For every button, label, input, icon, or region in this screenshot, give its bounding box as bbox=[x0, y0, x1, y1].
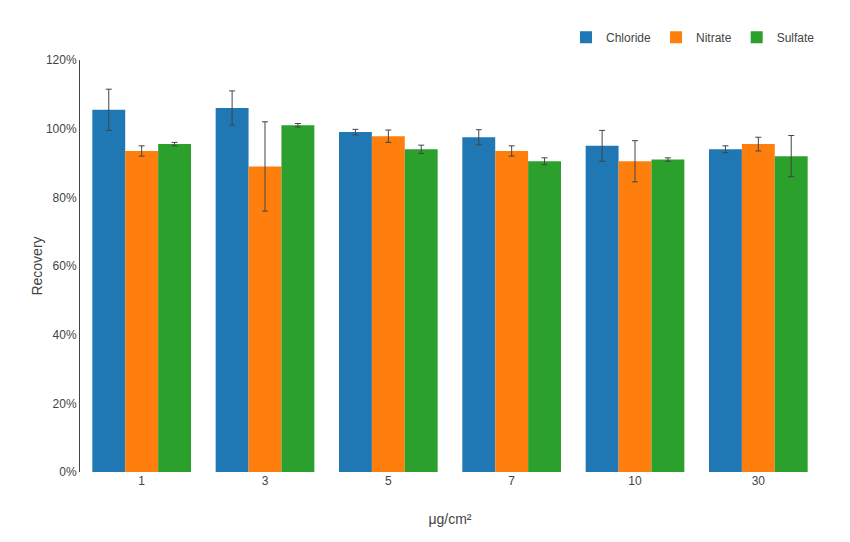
svg-text:0%: 0% bbox=[59, 465, 77, 479]
svg-text:5: 5 bbox=[385, 474, 392, 488]
svg-text:μg/cm²: μg/cm² bbox=[428, 511, 471, 527]
svg-text:20%: 20% bbox=[53, 397, 77, 411]
svg-text:Sulfate: Sulfate bbox=[777, 31, 815, 45]
svg-text:1: 1 bbox=[138, 474, 145, 488]
svg-text:30: 30 bbox=[752, 474, 766, 488]
svg-text:60%: 60% bbox=[53, 259, 77, 273]
svg-text:Chloride: Chloride bbox=[606, 31, 651, 45]
svg-text:Nitrate: Nitrate bbox=[696, 31, 732, 45]
svg-text:10: 10 bbox=[628, 474, 642, 488]
svg-text:40%: 40% bbox=[53, 328, 77, 342]
svg-text:7: 7 bbox=[508, 474, 515, 488]
svg-text:3: 3 bbox=[262, 474, 269, 488]
svg-text:80%: 80% bbox=[53, 191, 77, 205]
svg-text:120%: 120% bbox=[46, 53, 77, 67]
svg-text:100%: 100% bbox=[46, 122, 77, 136]
svg-text:Recovery: Recovery bbox=[29, 236, 45, 295]
